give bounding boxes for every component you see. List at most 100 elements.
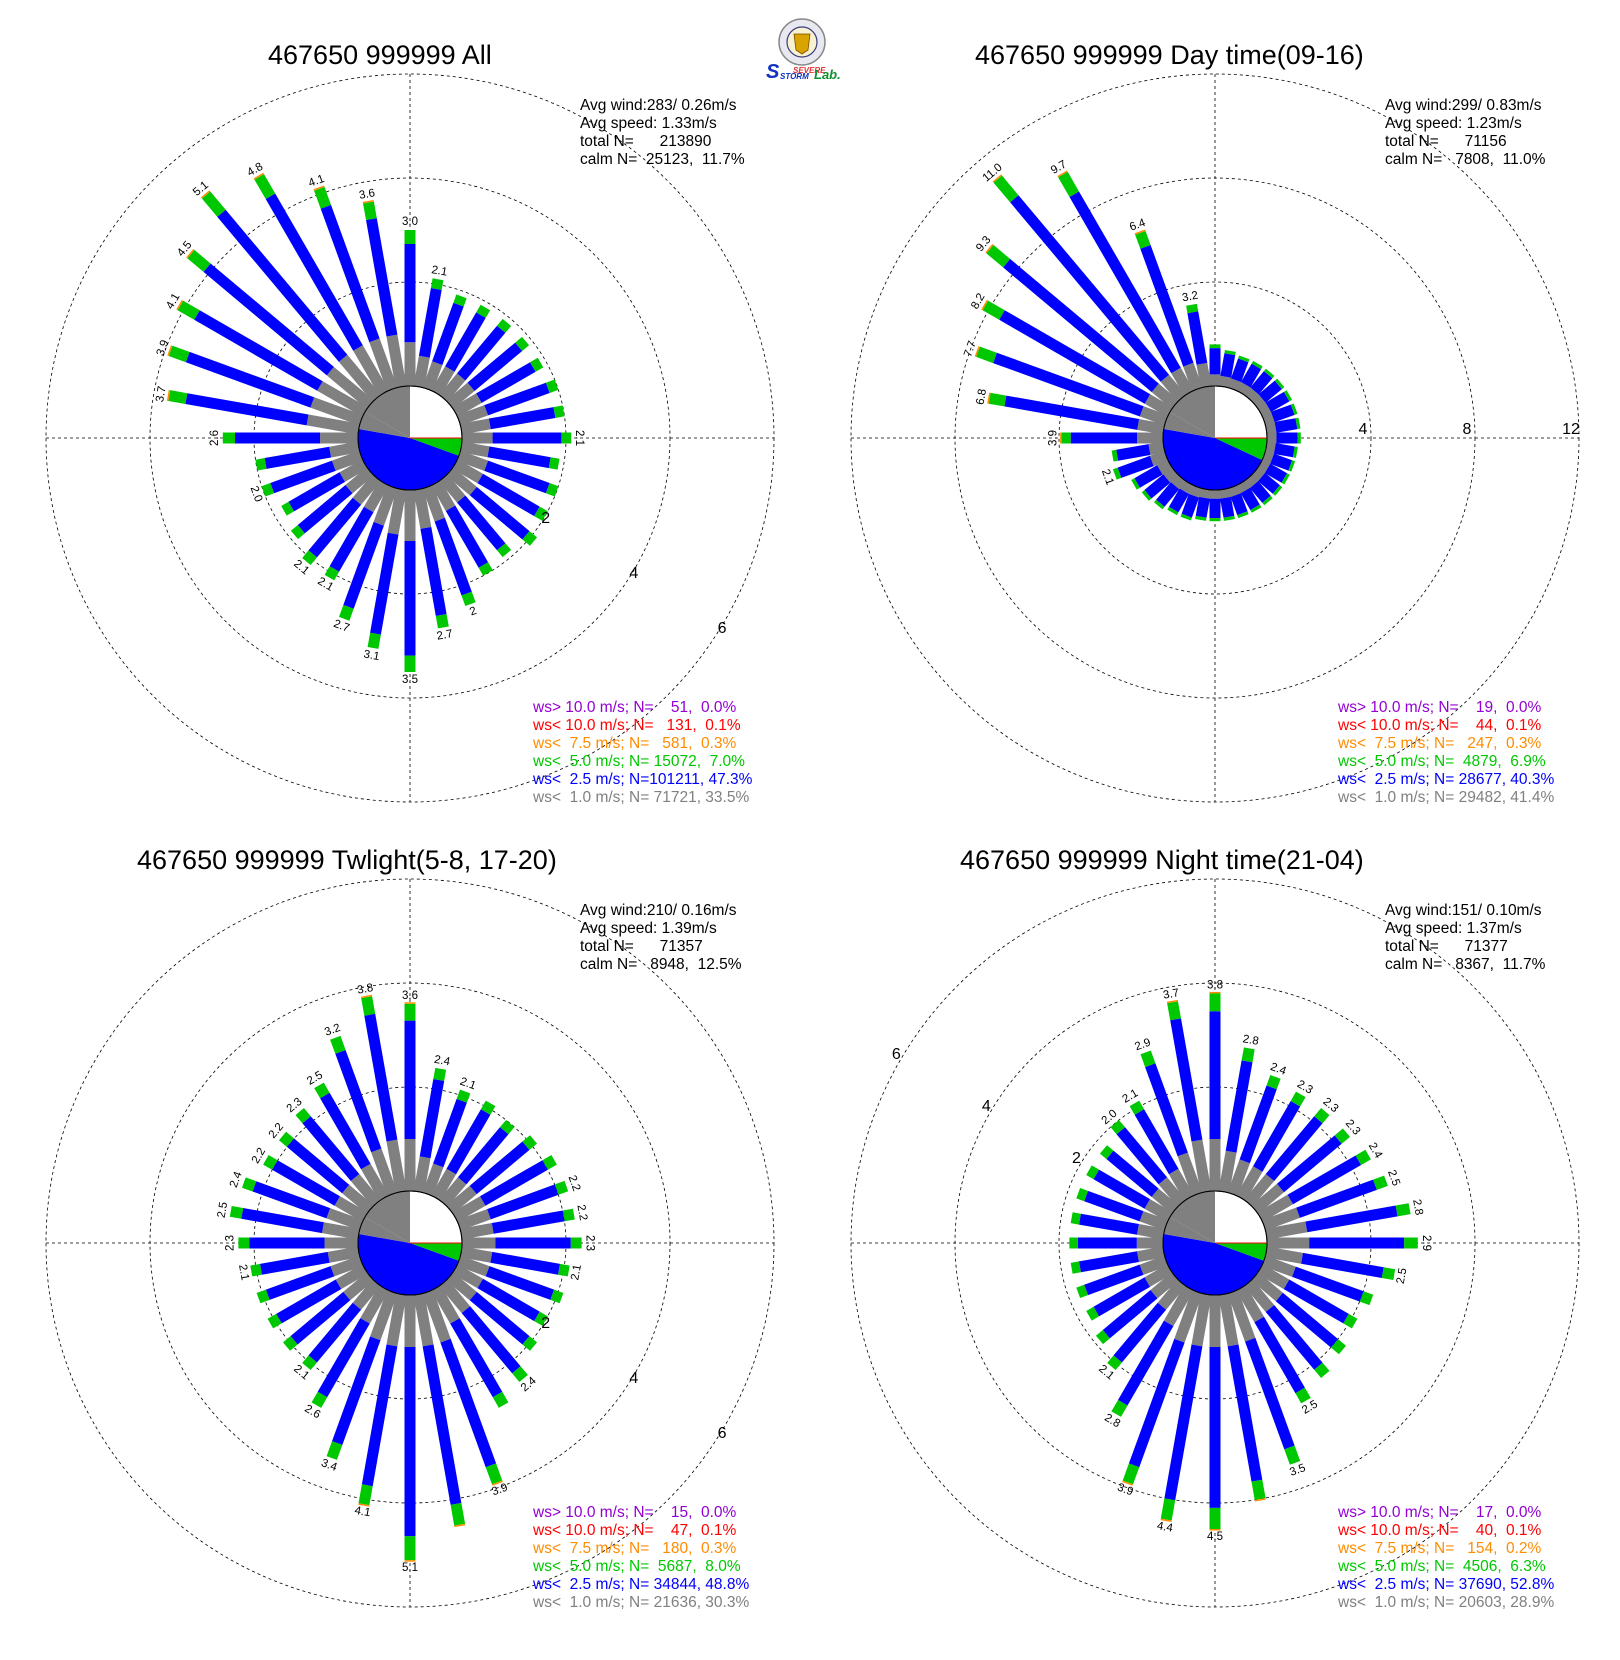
bar-segment-lt2-5	[445, 505, 489, 568]
bar-segment-lt2-5	[1209, 498, 1221, 519]
logo-word-lab: Lab.	[814, 67, 841, 82]
panel-title: 467650 999999 Day time(09-16)	[975, 40, 1364, 70]
bar-segment-lt5	[1061, 432, 1071, 444]
bar-segment-lt2-5	[1225, 1060, 1253, 1153]
bar-segment-lt1	[431, 480, 456, 511]
bar-segment-lt2-5	[1220, 496, 1235, 518]
bar-segment-lt1	[1183, 362, 1203, 391]
bar-segment-lt5	[558, 1263, 570, 1277]
bar-segment-lt1	[452, 1264, 483, 1289]
bar-dir-310	[1099, 1145, 1179, 1214]
logo-word-severe: SEVERE	[793, 66, 826, 75]
bar-segment-lt5	[982, 300, 1005, 320]
stat-line: total N= 213890	[580, 133, 712, 150]
bar-segment-lt1	[452, 459, 483, 484]
bar-segment-lt5	[512, 1366, 528, 1382]
bar-segment-lt2-5	[440, 1338, 497, 1468]
bar-segment-lt1	[422, 1163, 444, 1196]
bar-dir-150	[1236, 1285, 1311, 1404]
bar-value-label: 3.4	[319, 1457, 339, 1474]
bar-segment-lt2-5	[445, 312, 486, 372]
ring-label-6: 6	[892, 1046, 901, 1063]
bar-segment-lt5	[1058, 171, 1079, 197]
bar-segment-lt1	[1144, 1199, 1173, 1222]
bar-segment-lt5	[522, 531, 537, 546]
bar-segment-lt2-5	[366, 218, 398, 337]
bar-segment-lt2-5	[1003, 258, 1159, 393]
bar-segment-lt5	[1237, 511, 1249, 519]
legend-entry: ws< 5.0 m/s; N= 4879, 6.9%	[1337, 753, 1546, 770]
bar-segment-lt2-5	[1140, 245, 1194, 367]
bar-segment-lt2-5	[1093, 1277, 1150, 1317]
bar-dir-190	[367, 488, 407, 649]
bar-segment-lt5	[1180, 513, 1192, 521]
bar-segment-lt2-5	[1116, 444, 1151, 461]
legend-entry: ws> 10.0 m/s; N= 15, 0.0%	[532, 1504, 737, 1521]
bar-value-label: 2.8	[1410, 1198, 1425, 1216]
bar-segment-lt1	[352, 1279, 381, 1310]
bar-value-label: 2.1	[458, 1076, 477, 1093]
bar-segment-lt1	[373, 485, 398, 526]
bar-segment-lt5	[534, 506, 548, 521]
bar-segment-lt2-5	[1254, 1316, 1305, 1394]
bar-segment-lt1	[439, 373, 466, 402]
bar-segment-lt2-5	[235, 432, 321, 444]
bar-segment-lt5	[339, 605, 354, 621]
bar-segment-lt1	[457, 450, 489, 471]
bar-segment-lt2-5	[335, 1050, 382, 1153]
bar-segment-lt1	[331, 450, 363, 471]
bar-value-label: 7.7	[962, 339, 979, 358]
bar-dir-170	[413, 488, 449, 629]
bar-segment-lt1	[457, 1209, 491, 1231]
bar-segment-lt2-5	[1077, 1237, 1137, 1249]
calm-wedge-lt2-5	[358, 428, 459, 490]
bar-segment-lt2-5	[217, 209, 348, 362]
bar-segment-lt1	[1236, 1285, 1264, 1323]
bar-dir-190	[1195, 488, 1212, 521]
bar-segment-lt5	[267, 1313, 282, 1329]
bar-segment-lt2-5	[1296, 1179, 1377, 1218]
bar-segment-lt5	[404, 1536, 416, 1561]
bar-value-label: 2	[468, 605, 478, 618]
bar-segment-lt5	[1209, 993, 1221, 1012]
bar-dir-130	[446, 1272, 537, 1351]
bar-segment-lt1	[369, 338, 398, 391]
bar-dir-300	[1086, 1165, 1173, 1222]
bar-dir-90	[462, 432, 572, 444]
legend-entry: ws< 2.5 m/s; N=101211, 47.3%	[532, 771, 753, 788]
calm-wedge-lt5	[1215, 1243, 1267, 1261]
bar-dir-320	[1110, 1120, 1186, 1207]
bar-segment-lt1	[334, 1196, 368, 1222]
bar-value-label: 3.8	[1207, 979, 1223, 991]
bar-dir-50	[446, 1135, 537, 1214]
bar-value-label: 3.5	[402, 674, 418, 686]
stat-line: calm N= 25123, 11.7%	[580, 151, 745, 168]
bar-segment-lt5	[168, 390, 188, 404]
bar-segment-lt5	[1140, 1050, 1156, 1068]
calm-wedge-lt1-b	[358, 1217, 410, 1243]
bar-segment-lt1	[422, 361, 443, 391]
bar-segment-lt5	[1160, 1498, 1176, 1521]
stat-line: total N= 71357	[580, 938, 703, 955]
bar-segment-lt7-5	[492, 1480, 503, 1486]
bar-segment-lt7-5	[1060, 432, 1062, 444]
stat-line: total N= 71377	[1385, 938, 1508, 955]
calm-wedge-lt1-b	[1163, 412, 1215, 438]
bar-segment-lt2-5	[461, 1306, 521, 1374]
bar-dir-200	[339, 485, 398, 621]
bar-segment-lt2-5	[1258, 472, 1280, 494]
stat-line: Avg wind:151/ 0.10m/s	[1385, 902, 1542, 919]
bar-segment-lt1	[310, 397, 363, 426]
bar-dir-160	[1227, 1290, 1301, 1465]
bar-segment-lt1	[387, 488, 407, 535]
bar-dir-80	[1265, 417, 1301, 435]
bar-segment-lt2-5	[488, 407, 556, 430]
bar-segment-lt2-5	[1004, 395, 1140, 430]
bar-segment-lt5	[283, 1336, 298, 1351]
bar-segment-lt5	[1122, 1463, 1140, 1485]
bar-segment-lt2-5	[1093, 1169, 1150, 1209]
bar-dir-320	[992, 174, 1186, 402]
bar-dir-180	[1209, 490, 1221, 522]
bar-segment-lt5	[1288, 460, 1296, 472]
bar-dir-10	[1218, 350, 1236, 388]
